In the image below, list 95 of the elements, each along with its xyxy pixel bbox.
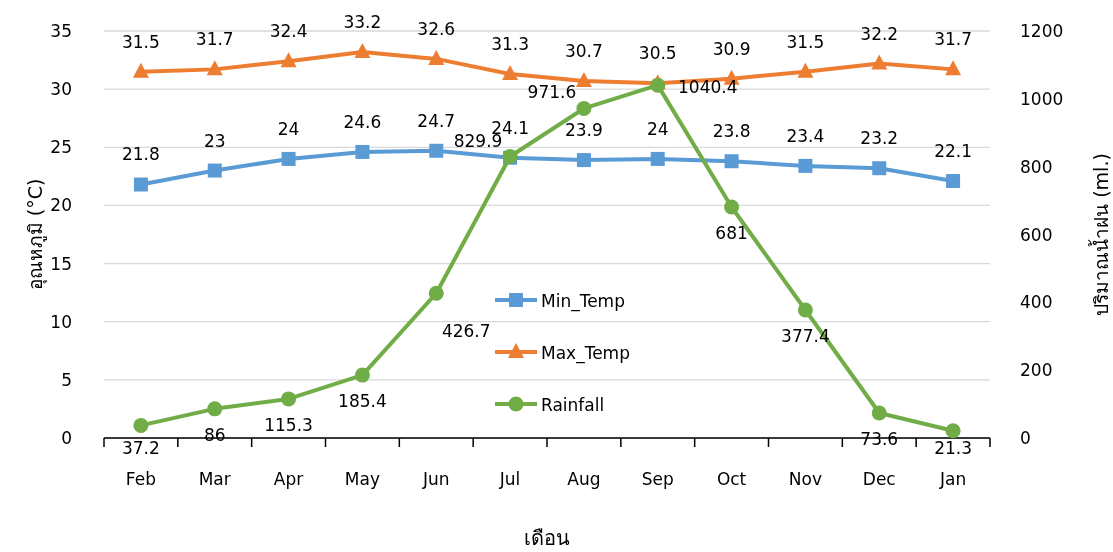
data-label: 23.8: [712, 121, 751, 142]
y-tick-label: 35: [50, 21, 72, 41]
point: [133, 177, 148, 192]
y2-tick-label: 0: [1020, 428, 1031, 448]
data-label: 21.8: [121, 144, 160, 165]
data-label: 30.9: [712, 38, 751, 59]
x-tick-label: May: [344, 469, 380, 489]
point: [207, 401, 223, 417]
x-tick-label: Jan: [938, 469, 967, 489]
data-label: 22.1: [934, 141, 973, 162]
data-label: 31.5: [786, 31, 825, 52]
point: [724, 199, 740, 215]
y2-axis-title: ปริมาณน้ำฝน (ml.): [1088, 153, 1112, 316]
x-tick-label: Sep: [641, 469, 674, 489]
y-tick-label: 15: [50, 253, 72, 274]
data-label: 32.6: [417, 18, 456, 39]
x-tick-label: Oct: [716, 469, 747, 489]
point: [354, 367, 370, 383]
data-label: 681: [715, 223, 748, 244]
data-label: 23.4: [786, 125, 825, 146]
legend-label: Min_Temp: [541, 291, 625, 312]
y2-tick-label: 1200: [1020, 21, 1064, 41]
data-label: 24: [277, 118, 300, 139]
data-label: 32.2: [860, 23, 899, 44]
legend-label: Max_Temp: [541, 343, 630, 364]
point: [797, 302, 813, 318]
point: [206, 60, 223, 76]
point: [428, 49, 445, 65]
data-label: 33.2: [343, 11, 382, 32]
point: [429, 143, 444, 158]
y2-tick-label: 600: [1020, 224, 1053, 245]
x-tick-label: Mar: [198, 469, 231, 489]
point: [576, 153, 591, 168]
data-label: 31.5: [121, 31, 160, 52]
y2-tick-label: 800: [1020, 156, 1053, 177]
y2-tick-label: 400: [1020, 292, 1053, 313]
x-tick-label: Dec: [862, 469, 896, 489]
point: [945, 423, 961, 439]
legend-label: Rainfall: [541, 395, 605, 415]
y-tick-label: 30: [50, 79, 72, 100]
point: [133, 417, 149, 433]
point: [946, 174, 961, 189]
data-label: 31.7: [195, 29, 234, 50]
point: [281, 151, 296, 166]
point: [576, 100, 592, 116]
point: [280, 52, 297, 68]
data-label: 185.4: [338, 391, 387, 412]
data-label: 23: [203, 130, 226, 151]
data-label: 32.4: [269, 21, 308, 42]
point: [724, 154, 739, 169]
data-label: 23.9: [564, 120, 603, 141]
y2-tick-label: 1000: [1020, 88, 1064, 109]
data-label: 24.7: [417, 110, 456, 131]
x-tick-label: Apr: [273, 469, 304, 489]
point: [797, 62, 814, 78]
point: [575, 72, 592, 87]
x-tick-label: Jun: [421, 469, 450, 489]
data-label: 1040.4: [678, 77, 738, 98]
data-label: 24: [646, 118, 669, 139]
data-label: 21.3: [934, 438, 973, 458]
data-label: 24.6: [343, 111, 382, 132]
y-axis-title: อุณหภูมิ (°C): [24, 178, 48, 291]
point: [207, 163, 222, 178]
y2-tick-label: 200: [1020, 360, 1053, 381]
point: [355, 144, 370, 159]
x-axis-title: เดือน: [524, 526, 570, 550]
point: [132, 62, 149, 78]
point: [872, 161, 887, 176]
data-label: 30.5: [638, 43, 677, 64]
y-tick-label: 25: [50, 137, 72, 158]
point: [871, 405, 887, 421]
point: [650, 151, 665, 166]
data-label: 31.7: [934, 29, 973, 50]
data-label: 23.2: [860, 128, 899, 149]
point: [354, 42, 371, 58]
point: [798, 158, 813, 173]
x-tick-label: Aug: [567, 469, 601, 489]
data-label: 426.7: [441, 321, 491, 342]
x-tick-label: Feb: [125, 469, 156, 489]
y-tick-label: 10: [50, 311, 72, 332]
point: [281, 391, 297, 407]
y-tick-label: 5: [61, 369, 72, 390]
data-label: 971.6: [527, 82, 577, 103]
y-tick-label: 0: [61, 428, 72, 448]
x-tick-label: Jul: [498, 469, 521, 489]
data-label: 30.7: [564, 41, 603, 61]
data-label: 31.3: [491, 34, 530, 55]
x-tick-label: Nov: [788, 469, 823, 489]
point: [502, 65, 519, 81]
point: [945, 60, 962, 76]
point: [428, 285, 444, 301]
y-tick-label: 20: [50, 195, 72, 216]
point: [871, 54, 888, 70]
data-label: 115.3: [264, 414, 313, 435]
data-label: 37.2: [121, 438, 160, 458]
